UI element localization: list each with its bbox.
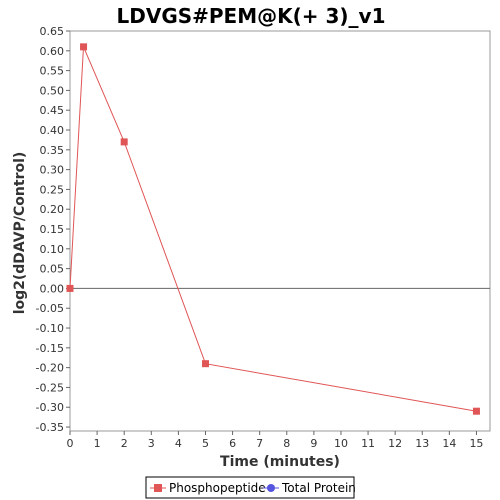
x-tick-label: 7: [256, 437, 263, 450]
data-point: [120, 138, 128, 146]
data-point: [472, 407, 480, 415]
x-axis-label: Time (minutes): [220, 454, 340, 470]
y-tick-label: 0.65: [40, 25, 65, 38]
y-tick-label: -0.25: [36, 381, 64, 394]
x-tick-label: 11: [361, 437, 375, 450]
y-tick-label: 0.00: [40, 282, 65, 295]
legend-marker: [267, 484, 275, 492]
data-point: [201, 360, 209, 368]
x-tick-label: 12: [388, 437, 402, 450]
x-tick-label: 5: [202, 437, 209, 450]
y-tick-label: -0.10: [36, 322, 64, 335]
series-layer: [66, 43, 480, 415]
y-tick-label: 0.20: [40, 203, 65, 216]
y-tick-label: 0.05: [40, 263, 65, 276]
x-tick-label: 10: [334, 437, 348, 450]
data-point: [66, 284, 74, 292]
y-tick-label: 0.40: [40, 124, 65, 137]
legend-marker: [154, 484, 162, 492]
y-tick-label: 0.35: [40, 144, 65, 157]
legend-box: [145, 476, 355, 499]
y-tick-label: 0.60: [40, 45, 65, 58]
x-tick-label: 3: [148, 437, 155, 450]
y-axis-ticks: 0.65 0.60 0.55 0.50 0.45 0.40 0.35 0.30 0.25 0.20…: [36, 25, 70, 434]
x-axis-ticks: 0 1 2 3 4 5 6 7 8 9 10 11 12 13 14 15: [67, 431, 483, 450]
y-tick-label: -0.20: [36, 362, 64, 375]
data-point: [80, 43, 88, 51]
x-tick-label: 9: [310, 437, 317, 450]
chart-title: LDVGS#PEM@K(+ 3)_v1: [117, 4, 386, 28]
x-tick-label: 1: [94, 437, 101, 450]
legend: Phosphopeptide Total Protein: [145, 476, 356, 499]
plot-area: [69, 30, 491, 432]
plot-frame: [69, 30, 491, 432]
y-tick-label: 0.50: [40, 84, 65, 97]
y-tick-label: 0.10: [40, 243, 65, 256]
y-tick-label: 0.15: [40, 223, 65, 236]
y-tick-label: 0.55: [40, 65, 65, 78]
y-axis-label: log2(dDAVP/Control): [12, 152, 28, 315]
x-tick-label: 14: [442, 437, 456, 450]
x-tick-label: 4: [175, 437, 182, 450]
legend-label: Phosphopeptide: [169, 481, 266, 495]
y-tick-label: 0.30: [40, 164, 65, 177]
x-tick-label: 15: [469, 437, 483, 450]
x-tick-label: 2: [121, 437, 128, 450]
x-tick-label: 0: [67, 437, 74, 450]
x-tick-label: 13: [415, 437, 429, 450]
y-tick-label: -0.15: [36, 342, 64, 355]
legend-label: Total Protein: [281, 481, 356, 495]
y-tick-label: -0.05: [36, 302, 64, 315]
y-tick-label: -0.35: [36, 421, 64, 434]
y-tick-label: -0.30: [36, 401, 64, 414]
x-tick-label: 6: [229, 437, 236, 450]
x-tick-label: 8: [283, 437, 290, 450]
y-tick-label: 0.25: [40, 183, 65, 196]
y-tick-label: 0.45: [40, 104, 65, 117]
